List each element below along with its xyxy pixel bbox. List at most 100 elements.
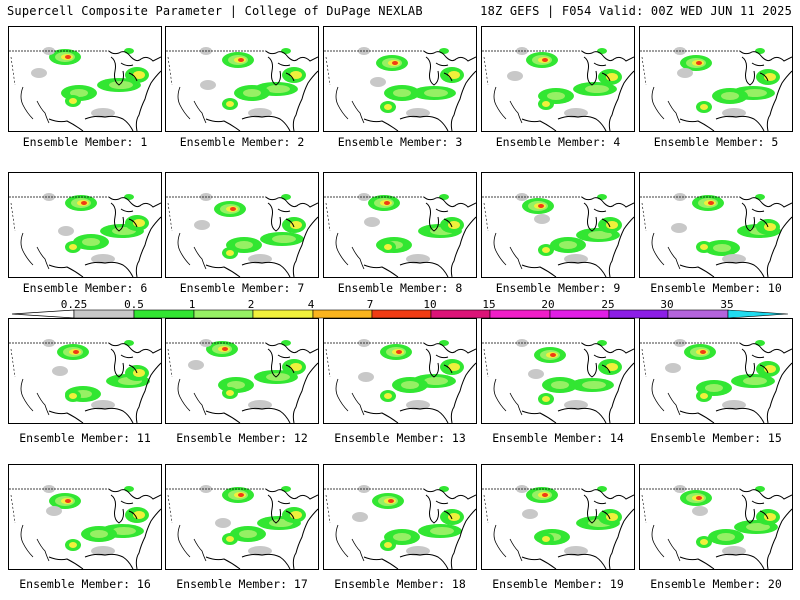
scp-shading <box>281 194 291 200</box>
scp-shading <box>406 400 430 410</box>
ensemble-map-panel <box>165 464 319 570</box>
scp-shading <box>70 89 88 97</box>
scp-shading <box>755 48 765 54</box>
scp-shading <box>746 523 770 531</box>
scp-map <box>640 485 792 569</box>
scp-shading <box>46 506 62 516</box>
scp-shading <box>238 58 244 62</box>
scp-shading <box>69 393 77 399</box>
scp-shading <box>124 48 134 54</box>
ensemble-map-panel <box>165 318 319 424</box>
scp-shading <box>542 396 550 402</box>
ensemble-member-label: Ensemble Member: 16 <box>19 577 151 591</box>
scp-shading <box>564 546 588 556</box>
ensemble-map-panel <box>639 318 793 424</box>
scp-shading <box>290 71 302 79</box>
scp-map <box>324 339 476 423</box>
colorbar-tick-label: 35 <box>720 298 734 311</box>
ensemble-map-panel <box>323 464 477 570</box>
scp-shading <box>430 527 454 535</box>
scp-shading <box>700 244 708 250</box>
scp-map <box>482 485 634 569</box>
ensemble-member-label: Ensemble Member: 8 <box>337 281 463 295</box>
scp-shading <box>227 381 245 389</box>
ensemble-map-panel <box>639 172 793 278</box>
ensemble-member-label: Ensemble Member: 15 <box>650 431 782 445</box>
scp-shading <box>226 390 234 396</box>
scp-shading <box>542 101 550 107</box>
scp-shading <box>597 486 607 492</box>
ensemble-member-label: Ensemble Member: 18 <box>334 577 466 591</box>
scp-shading <box>230 207 236 211</box>
scp-shading <box>352 512 368 522</box>
scp-shading <box>65 499 71 503</box>
colorbar-segment <box>252 309 314 319</box>
scp-shading <box>713 244 731 252</box>
scp-shading <box>692 506 708 516</box>
ensemble-map-panel <box>481 26 635 132</box>
scp-shading <box>248 254 272 264</box>
scp-shading <box>384 104 392 110</box>
scp-shading <box>370 77 386 87</box>
scp-shading <box>124 340 134 346</box>
scp-shading <box>124 486 134 492</box>
ensemble-member-label: Ensemble Member: 19 <box>492 577 624 591</box>
scp-map <box>9 193 161 277</box>
scp-map <box>166 193 318 277</box>
scp-map <box>166 339 318 423</box>
scp-shading <box>248 400 272 410</box>
scp-shading <box>424 377 448 385</box>
scp-shading <box>743 89 767 97</box>
colorbar-right-triangle <box>727 309 789 319</box>
ensemble-member-label: Ensemble Member: 20 <box>650 577 782 591</box>
scp-shading <box>406 546 430 556</box>
scp-map <box>482 47 634 131</box>
scp-shading <box>69 244 77 250</box>
scp-map <box>324 193 476 277</box>
colorbar-segment <box>430 309 491 319</box>
scp-shading <box>358 372 374 382</box>
scp-shading <box>677 68 693 78</box>
scp-shading <box>388 499 394 503</box>
scp-shading <box>547 92 565 100</box>
scp-map <box>166 485 318 569</box>
scp-map <box>482 339 634 423</box>
colorbar-tick-label: 7 <box>366 298 374 311</box>
scp-shading <box>401 381 419 389</box>
scp-shading <box>52 366 68 376</box>
scp-shading <box>226 101 234 107</box>
scp-shading <box>215 518 231 528</box>
ensemble-member-label: Ensemble Member: 5 <box>653 135 779 149</box>
scp-shading <box>243 89 261 97</box>
scp-shading <box>424 89 448 97</box>
scp-shading <box>266 373 290 381</box>
scp-shading <box>91 400 115 410</box>
scp-shading <box>235 241 253 249</box>
ensemble-map-panel <box>323 26 477 132</box>
scp-shading <box>58 226 74 236</box>
scp-shading <box>606 221 618 229</box>
ensemble-member-label: Ensemble Member: 6 <box>22 281 148 295</box>
scp-shading <box>384 393 392 399</box>
colorbar-left-triangle <box>11 309 75 319</box>
scp-shading <box>542 58 548 62</box>
scp-shading <box>743 377 767 385</box>
colorbar-tick-label: 4 <box>307 298 315 311</box>
scp-shading <box>82 238 100 246</box>
scp-shading <box>90 530 108 538</box>
ensemble-map-panel <box>8 464 162 570</box>
ensemble-map-panel <box>481 464 635 570</box>
scp-shading <box>73 350 79 354</box>
scp-shading <box>226 536 234 542</box>
ensemble-member-label: Ensemble Member: 3 <box>337 135 463 149</box>
ensemble-member-label: Ensemble Member: 14 <box>492 431 624 445</box>
scp-shading <box>439 48 449 54</box>
ensemble-map-panel <box>323 172 477 278</box>
scp-shading <box>564 108 588 118</box>
scp-shading <box>188 360 204 370</box>
scp-shading <box>700 539 708 545</box>
ensemble-map-panel <box>8 318 162 424</box>
scp-shading <box>133 71 145 79</box>
scp-shading <box>542 493 548 497</box>
scp-shading <box>393 89 411 97</box>
